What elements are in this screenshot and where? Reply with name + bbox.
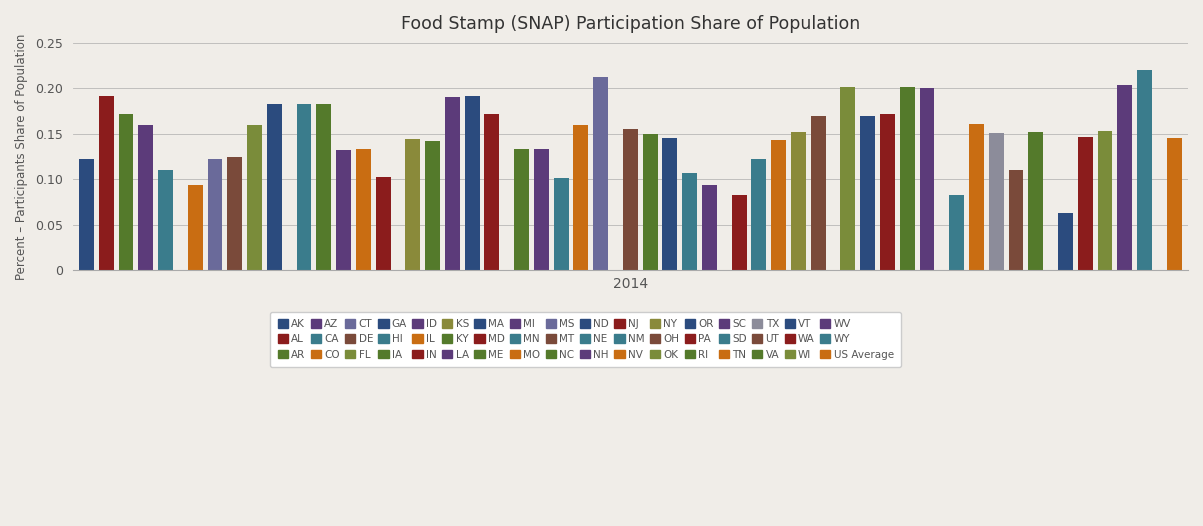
Bar — [1137, 70, 1152, 270]
Bar — [900, 87, 914, 270]
Bar — [514, 149, 529, 270]
Bar — [405, 139, 420, 270]
Bar — [356, 149, 371, 270]
Bar — [623, 129, 638, 270]
Bar — [1029, 132, 1043, 270]
Bar — [792, 132, 806, 270]
Bar — [574, 125, 588, 270]
Legend: AK, AL, AR, AZ, CA, CO, CT, DE, FL, GA, HI, IA, ID, IL, IN, KS, KY, LA, MA, MD, : AK, AL, AR, AZ, CA, CO, CT, DE, FL, GA, … — [271, 312, 901, 367]
Bar — [425, 141, 440, 270]
Bar — [860, 116, 875, 270]
Bar — [227, 157, 242, 270]
Bar — [553, 178, 569, 270]
Bar — [663, 138, 677, 270]
Bar — [534, 149, 549, 270]
Bar — [119, 114, 134, 270]
Bar — [841, 87, 855, 270]
Bar — [138, 125, 153, 270]
Bar — [703, 185, 717, 270]
Bar — [752, 159, 766, 270]
Bar — [1118, 85, 1132, 270]
Bar — [919, 88, 935, 270]
Bar — [989, 133, 1003, 270]
Bar — [1167, 138, 1181, 270]
Bar — [1008, 170, 1024, 270]
Bar — [464, 96, 480, 270]
Bar — [771, 140, 786, 270]
Bar — [949, 195, 964, 270]
Bar — [445, 97, 460, 270]
Bar — [485, 114, 499, 270]
Bar — [375, 177, 391, 270]
Bar — [316, 104, 331, 270]
Bar — [208, 159, 223, 270]
X-axis label: 2014: 2014 — [612, 277, 648, 291]
Bar — [1057, 213, 1073, 270]
Bar — [336, 150, 351, 270]
Bar — [159, 170, 173, 270]
Bar — [811, 116, 825, 270]
Bar — [968, 124, 984, 270]
Bar — [267, 104, 282, 270]
Bar — [642, 134, 658, 270]
Title: Food Stamp (SNAP) Participation Share of Population: Food Stamp (SNAP) Participation Share of… — [401, 15, 860, 33]
Bar — [247, 125, 262, 270]
Bar — [79, 159, 94, 270]
Bar — [188, 185, 202, 270]
Bar — [731, 195, 747, 270]
Bar — [1078, 137, 1092, 270]
Bar — [1097, 131, 1113, 270]
Bar — [881, 114, 895, 270]
Bar — [682, 173, 697, 270]
Bar — [99, 96, 114, 270]
Bar — [593, 77, 608, 270]
Bar — [297, 104, 312, 270]
Y-axis label: Percent – Participants Share of Population: Percent – Participants Share of Populati… — [14, 33, 28, 280]
